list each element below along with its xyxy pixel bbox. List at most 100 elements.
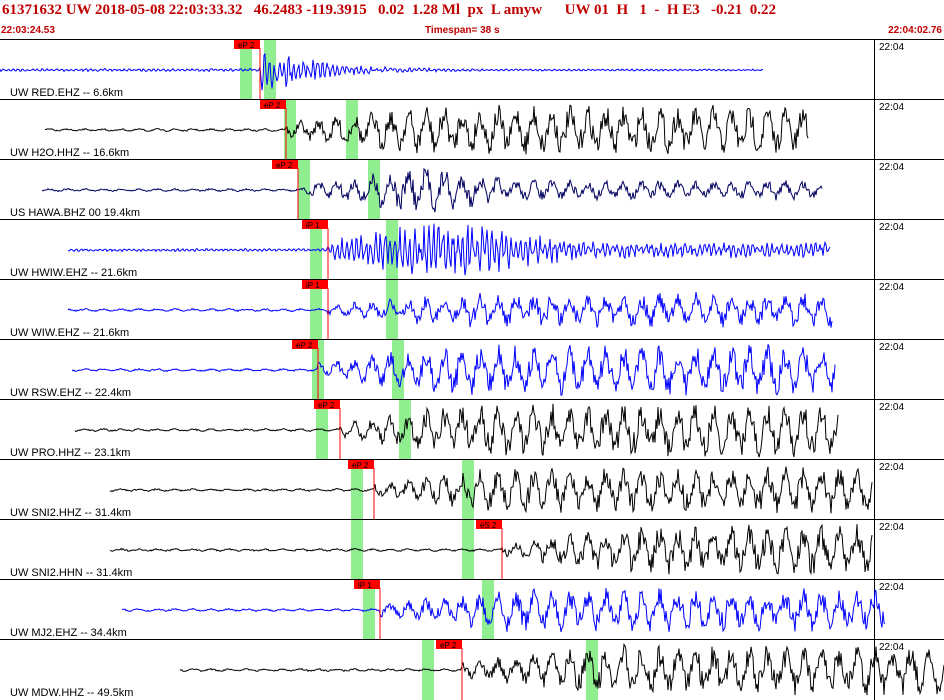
start-time: 22:03:24.53 — [1, 25, 55, 36]
pick-label: eP 2 — [440, 641, 457, 650]
event-summary: 61371632 UW 2018-05-08 22:03:33.32 46.24… — [2, 2, 777, 18]
trace-panel[interactable]: eP 2 22:04 UW PRO.HHZ -- 23.1km — [0, 399, 944, 460]
time-tick-label: 22:04 — [879, 222, 905, 233]
time-tick-label: 22:04 — [879, 522, 905, 533]
header-bar: 61371632 UW 2018-05-08 22:03:33.32 46.24… — [0, 0, 944, 24]
trace-panel[interactable]: eP 2 22:04 UW RED.EHZ -- 6.6km — [0, 39, 944, 100]
waveform-canvas: eP 2 — [41, 160, 823, 220]
phase-window-band — [586, 640, 598, 700]
pick-flag — [272, 160, 298, 169]
channel-label: UW H2O.HHZ -- 16.6km — [10, 147, 130, 159]
phase-window-band — [316, 400, 328, 460]
pick-flag — [302, 280, 328, 289]
channel-label: UW SNI2.HHZ -- 31.4km — [10, 507, 132, 519]
waveform-canvas: eP 2 — [71, 340, 836, 400]
pick-label: eP 2 — [352, 461, 369, 470]
pick-label: eP 2 — [264, 101, 281, 110]
waveform-canvas: eP 2 — [44, 100, 809, 160]
phase-window-band — [386, 220, 398, 280]
pick-label: eP 2 — [318, 401, 335, 410]
pick-flag — [292, 340, 318, 349]
pick-label: eP 2 — [296, 341, 313, 350]
channel-label: UW RED.EHZ -- 6.6km — [10, 87, 124, 99]
time-marker-line — [874, 340, 875, 400]
waveform-canvas: iP 1 — [67, 280, 833, 340]
trace-panel[interactable]: iP 1 22:04 UW WIW.EHZ -- 21.6km — [0, 279, 944, 340]
time-tick-label: 22:04 — [879, 162, 905, 173]
time-tick-label: 22:04 — [879, 282, 905, 293]
phase-window-band — [351, 520, 363, 580]
time-tick-label: 22:04 — [879, 402, 905, 413]
time-tick-label: 22:04 — [879, 642, 905, 653]
channel-label: UW MJ2.EHZ -- 34.4km — [10, 627, 127, 639]
waveform-trace — [0, 52, 764, 91]
timespan-label: Timespan= 38 s — [425, 25, 500, 36]
time-marker-line — [874, 460, 875, 520]
time-marker-line — [874, 640, 875, 700]
waveform-trace — [41, 167, 823, 213]
channel-label: UW PRO.HHZ -- 23.1km — [10, 447, 131, 459]
waveform-canvas: eS 2 — [109, 520, 873, 580]
time-tick-label: 22:04 — [879, 462, 905, 473]
trace-panel[interactable]: eS 2 22:04 UW SNI2.HHN -- 31.4km — [0, 519, 944, 580]
waveform-trace — [122, 587, 886, 633]
trace-panel[interactable]: iP 1 22:04 UW HWIW.EHZ -- 21.6km — [0, 219, 944, 280]
pick-flag — [436, 640, 462, 649]
phase-window-band — [392, 340, 404, 400]
waveform-canvas: eP 2 — [0, 40, 764, 100]
pick-flag — [260, 100, 286, 109]
waveform-trace — [74, 403, 839, 458]
pick-flag — [354, 580, 380, 589]
pick-label: eS 2 — [480, 521, 497, 530]
trace-panel[interactable]: eP 2 22:04 UW SNI2.HHZ -- 31.4km — [0, 459, 944, 520]
time-tick-label: 22:04 — [879, 582, 905, 593]
channel-label: UW HWIW.EHZ -- 21.6km — [10, 267, 138, 279]
waveform-canvas: eP 2 — [179, 640, 944, 700]
pick-flag — [348, 460, 374, 469]
phase-window-band — [284, 100, 296, 160]
waveform-trace — [109, 523, 873, 576]
trace-panel[interactable]: eP 2 22:04 UW RSW.EHZ -- 22.4km — [0, 339, 944, 400]
time-marker-line — [874, 220, 875, 280]
pick-label: iP 1 — [306, 281, 320, 290]
seismogram-panels[interactable]: eP 2 22:04 UW RED.EHZ -- 6.6km eP 2 22:04 UW … — [0, 39, 944, 700]
waveform-trace — [44, 104, 809, 155]
channel-label: US HAWA.BHZ 00 19.4km — [10, 207, 140, 219]
time-marker-line — [874, 280, 875, 340]
pick-flag — [314, 400, 340, 409]
trace-panel[interactable]: eP 2 22:04 UW MDW.HHZ -- 49.5km — [0, 639, 944, 700]
waveform-canvas: iP 1 — [122, 580, 886, 640]
phase-window-band — [422, 640, 434, 700]
pick-label: iP 1 — [358, 581, 372, 590]
trace-panel[interactable]: eP 2 22:04 UW H2O.HHZ -- 16.6km — [0, 99, 944, 160]
time-marker-line — [874, 580, 875, 640]
pick-label: eP 2 — [238, 41, 255, 50]
pick-label: iP 1 — [306, 221, 320, 230]
channel-label: UW WIW.EHZ -- 21.6km — [10, 327, 130, 339]
trace-panel[interactable]: eP 2 22:04 US HAWA.BHZ 00 19.4km — [0, 159, 944, 220]
waveform-trace — [109, 466, 873, 514]
phase-window-band — [368, 160, 380, 220]
time-marker-line — [874, 40, 875, 100]
time-marker-line — [874, 400, 875, 460]
trace-panel[interactable]: iP 1 22:04 UW MJ2.EHZ -- 34.4km — [0, 579, 944, 640]
phase-window-band — [482, 580, 494, 640]
waveform-trace — [67, 292, 833, 328]
waveform-trace — [71, 344, 836, 396]
time-marker-line — [874, 160, 875, 220]
end-time: 22:04:02.76 — [888, 25, 942, 36]
pick-flag — [234, 40, 260, 49]
waveform-canvas: iP 1 — [67, 220, 831, 280]
pick-label: eP 2 — [276, 161, 293, 170]
time-marker-line — [874, 520, 875, 580]
channel-label: UW SNI2.HHN -- 31.4km — [10, 567, 133, 579]
pick-flag — [302, 220, 328, 229]
phase-window-band — [386, 280, 398, 340]
phase-window-band — [310, 280, 322, 340]
channel-label: UW MDW.HHZ -- 49.5km — [10, 687, 134, 699]
waveform-trace — [179, 643, 944, 696]
waveform-trace — [67, 223, 831, 276]
pick-flag — [476, 520, 502, 529]
time-tick-label: 22:04 — [879, 102, 905, 113]
waveform-canvas: eP 2 — [109, 460, 873, 520]
